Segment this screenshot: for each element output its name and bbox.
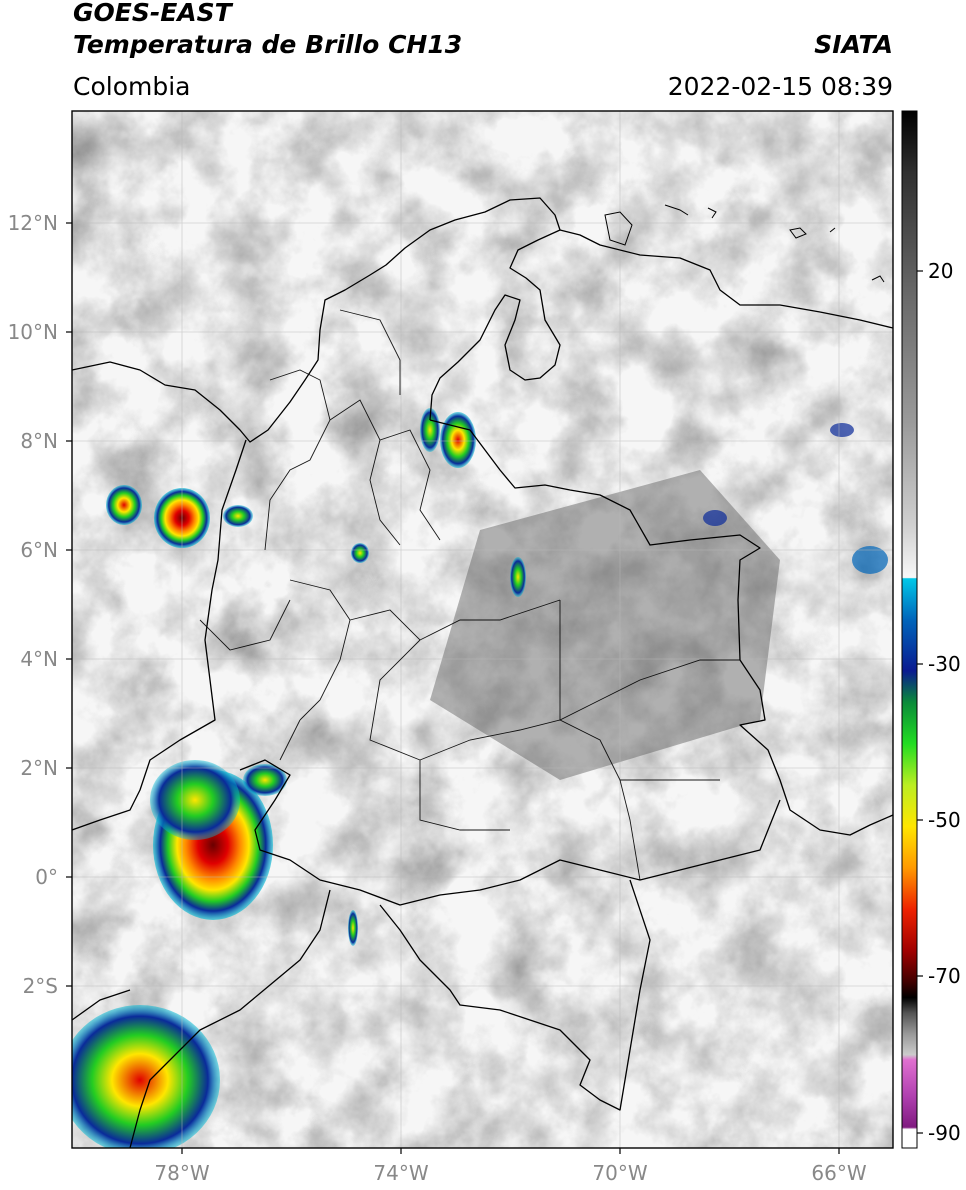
storm-cell-piedemonte <box>510 557 526 597</box>
region-label: Colombia <box>73 72 191 101</box>
longitude-labels: 78°W 74°W 70°W 66°W <box>154 1161 866 1185</box>
product-title: Temperatura de Brillo CH13 <box>73 30 463 59</box>
map-frame <box>71 110 894 1149</box>
graticule <box>72 111 893 1148</box>
lon-label-74w: 74°W <box>373 1161 428 1185</box>
colorbar-label-minus30: -30 <box>928 652 961 676</box>
lat-label-2n: 2°N <box>20 756 58 780</box>
colorbar-label-20: 20 <box>928 259 953 283</box>
lat-label-0: 0° <box>35 865 58 889</box>
storm-cell-southwest-north <box>150 760 240 840</box>
storm-cell-narino <box>243 764 287 796</box>
lat-label-2s: 2°S <box>23 974 58 998</box>
axis-ticks <box>66 222 840 1154</box>
country-borders <box>72 197 893 1148</box>
colorbar: 20 -30 -50 -70 -90 <box>901 110 961 1149</box>
colorbar-label-minus50: -50 <box>928 808 961 832</box>
lon-label-66w: 66°W <box>811 1161 866 1185</box>
storm-cell-northeast <box>830 423 854 437</box>
datetime-label: 2022-02-15 08:39 <box>667 72 893 101</box>
storm-cell-antioquia <box>351 543 369 563</box>
islands <box>604 204 885 283</box>
storm-cell-venezuela <box>703 510 727 526</box>
cloud-imagery <box>72 111 893 1148</box>
colorbar-frame <box>901 110 918 1149</box>
colorbar-label-minus70: -70 <box>928 964 961 988</box>
storm-cell-east <box>852 546 888 574</box>
latitude-labels: 12°N 10°N 8°N 6°N 4°N 2°N 0° 2°S <box>8 211 58 998</box>
storm-cell-pacific-west <box>106 485 142 525</box>
lat-label-10n: 10°N <box>8 320 58 344</box>
clear-sky-area <box>430 470 780 780</box>
lat-label-12n: 12°N <box>8 211 58 235</box>
storm-cell-amazonas <box>348 910 358 946</box>
lat-label-8n: 8°N <box>20 429 58 453</box>
storm-cell-ecuador <box>72 1005 220 1148</box>
satellite-title: GOES-EAST <box>73 0 232 27</box>
storm-cell-choco <box>223 505 253 527</box>
colorbar-label-minus90: -90 <box>928 1121 961 1145</box>
map-panel <box>72 111 893 1148</box>
department-borders <box>199 309 740 881</box>
storm-cell-catatumbo <box>440 412 476 468</box>
lon-label-70w: 70°W <box>592 1161 647 1185</box>
lat-label-4n: 4°N <box>20 647 58 671</box>
colorbar-gradient <box>902 111 917 1148</box>
agency-label: SIATA <box>814 30 893 59</box>
lat-label-6n: 6°N <box>20 538 58 562</box>
lon-label-78w: 78°W <box>154 1161 209 1185</box>
